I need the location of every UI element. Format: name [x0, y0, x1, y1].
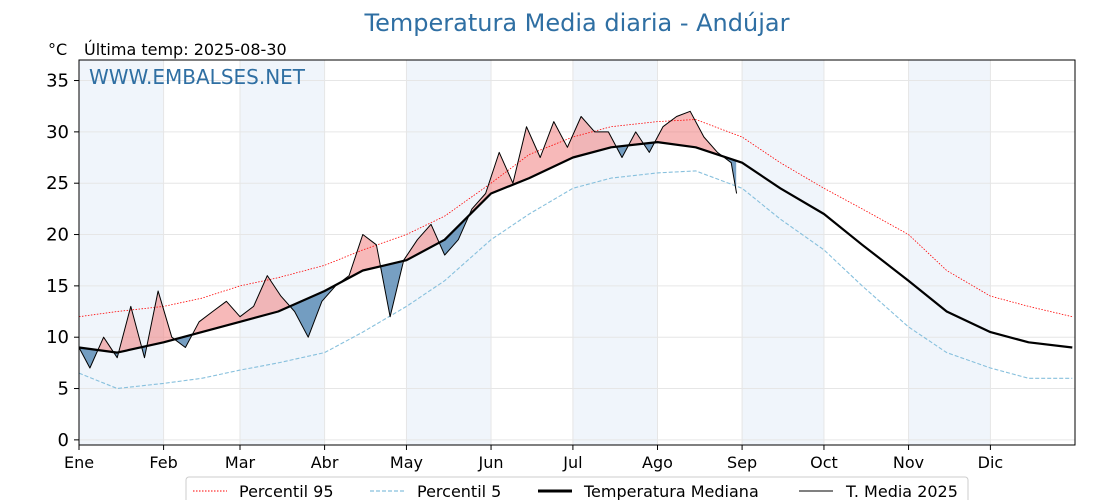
above-median-fill — [469, 116, 616, 216]
above-median-fill — [403, 224, 439, 261]
x-tick-label: Dic — [978, 453, 1004, 472]
legend: Percentil 95 Percentil 5 Temperatura Med… — [185, 476, 969, 500]
y-tick-label: 20 — [46, 225, 69, 246]
below-median-fill — [643, 142, 655, 152]
x-tick-label: Abr — [311, 453, 339, 472]
below-median-fill — [439, 216, 468, 255]
month-band — [79, 60, 164, 445]
x-tick-label: Sep — [727, 453, 757, 472]
x-tick-label: Feb — [149, 453, 177, 472]
y-tick-label: 35 — [46, 71, 69, 92]
plot-background — [79, 60, 991, 445]
y-tick-label: 5 — [58, 379, 69, 400]
below-median-fill — [380, 261, 403, 317]
watermark: WWW.EMBALSES.NET — [89, 65, 306, 89]
legend-label-p5: Percentil 5 — [417, 482, 501, 500]
legend-label-median: Temperatura Mediana — [583, 482, 759, 500]
above-median-fill — [192, 275, 290, 335]
month-band — [572, 60, 658, 445]
series-lines — [78, 110, 1073, 390]
y-tick-label: 0 — [58, 430, 69, 451]
series-line-media2025 — [78, 110, 738, 369]
y-tick-label: 25 — [46, 173, 69, 194]
below-median-fill — [722, 156, 737, 191]
y-unit-label: °C — [48, 40, 67, 59]
series-line-p95 — [78, 119, 1073, 318]
deviation-fills — [79, 111, 737, 368]
x-tick-label: Mar — [225, 453, 256, 472]
series-line-median — [78, 141, 1073, 354]
x-axis-ticks: Ene Feb Mar Abr May Jun Jul Ago Sep Oct Nov Dic — [64, 445, 1003, 472]
x-tick-label: Jul — [562, 453, 582, 472]
above-median-fill — [97, 337, 113, 352]
series-line-p5 — [78, 170, 1073, 390]
chart-title: Temperatura Media diaria - Andújar — [364, 9, 790, 37]
below-median-fill — [616, 145, 628, 157]
plot-frame — [78, 59, 1076, 446]
above-median-fill — [146, 292, 175, 346]
above-median-fill — [628, 132, 644, 146]
x-tick-label: Nov — [893, 453, 924, 472]
x-tick-label: Oct — [810, 453, 838, 472]
above-median-fill — [654, 111, 722, 156]
month-band — [908, 60, 991, 445]
below-median-fill — [290, 283, 338, 337]
last-temp-label: Última temp: 2025-08-30 — [84, 40, 287, 59]
below-median-fill — [79, 347, 97, 368]
x-tick-label: Ago — [642, 453, 673, 472]
legend-box — [185, 476, 969, 500]
x-tick-label: Jun — [478, 453, 504, 472]
y-tick-label: 30 — [46, 122, 69, 143]
y-tick-label: 15 — [46, 276, 69, 297]
y-axis-ticks: 0 5 10 15 20 25 30 35 — [46, 71, 79, 451]
y-tick-label: 10 — [46, 327, 69, 348]
month-band — [742, 60, 824, 445]
legend-label-media2025: T. Media 2025 — [845, 482, 958, 500]
above-median-fill — [118, 306, 141, 353]
month-band — [239, 60, 325, 445]
above-median-fill — [338, 235, 380, 284]
x-tick-label: May — [390, 453, 423, 472]
legend-label-p95: Percentil 95 — [239, 482, 334, 500]
x-tick-label: Ene — [64, 453, 94, 472]
